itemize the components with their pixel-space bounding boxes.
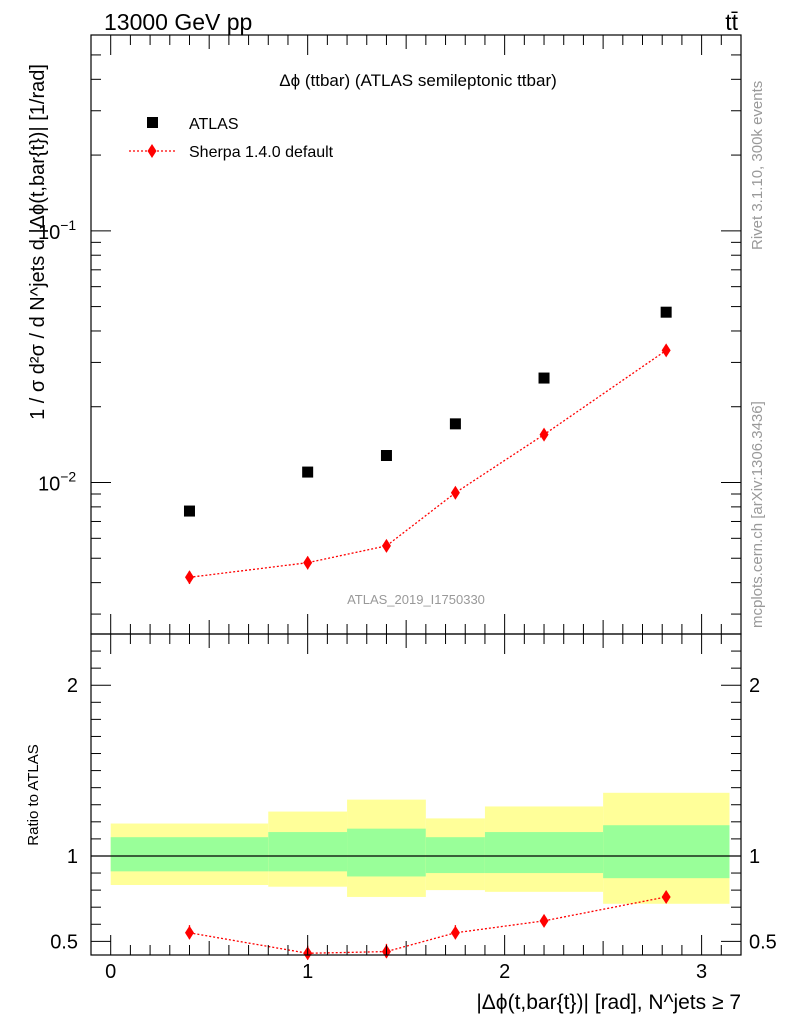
main-y-tick-label: 10−2 bbox=[38, 468, 76, 495]
sherpa-point bbox=[381, 538, 391, 553]
atlas-points bbox=[183, 306, 672, 517]
sherpa-point bbox=[539, 427, 549, 442]
ratio-y-tick-label-left: 1 bbox=[67, 846, 78, 868]
ratio-line-segment bbox=[189, 896, 667, 954]
ratio-y-tick-label-left: 0.5 bbox=[50, 931, 78, 953]
ratio-band-inner bbox=[425, 837, 485, 874]
ratio-points bbox=[184, 889, 671, 961]
ratio-y-tick-label-right: 1 bbox=[749, 846, 760, 868]
x-tick-label: 1 bbox=[302, 961, 313, 983]
ratio-band-inner bbox=[484, 832, 604, 874]
sherpa-line bbox=[189, 349, 667, 578]
legend-sherpa-marker bbox=[147, 144, 157, 158]
atlas-point bbox=[302, 466, 314, 478]
ratio-point bbox=[450, 925, 460, 940]
atlas-point bbox=[380, 450, 392, 462]
sherpa-point bbox=[661, 343, 671, 358]
legend-sherpa-label: Sherpa 1.4.0 default bbox=[189, 144, 334, 161]
atlas-point bbox=[660, 306, 672, 318]
watermark: ATLAS_2019_I1750330 bbox=[347, 592, 485, 607]
mcplots-label: mcplots.cern.ch [arXiv:1306.3436] bbox=[749, 401, 766, 628]
ratio-y-tick-label-left: 2 bbox=[67, 675, 78, 697]
ratio-y-tick-label-right: 2 bbox=[749, 675, 760, 697]
main-y-axis-label: 1 / σ d²σ / d N^jets d |Δϕ(t,bar{t})| [1… bbox=[27, 64, 49, 420]
main-y-tick-label: 10−1 bbox=[38, 217, 76, 244]
legend-atlas-marker bbox=[147, 117, 158, 128]
atlas-point bbox=[183, 505, 195, 517]
sherpa-line-segment bbox=[189, 349, 667, 578]
sherpa-points bbox=[184, 343, 671, 585]
ratio-point bbox=[661, 889, 671, 904]
legend-atlas-label: ATLAS bbox=[189, 116, 239, 133]
sherpa-point bbox=[184, 570, 194, 585]
ratio-y-tick-labels: 0.5 0.5 1 1 2 2 bbox=[50, 675, 777, 953]
ratio-line bbox=[189, 896, 667, 954]
process-label: tt̄ bbox=[725, 9, 738, 35]
sherpa-point bbox=[450, 485, 460, 500]
main-panel: Δϕ (ttbar) (ATLAS semileptonic ttbar) AT… bbox=[27, 34, 742, 635]
ratio-point bbox=[539, 913, 549, 928]
ratio-y-axis-label: Ratio to ATLAS bbox=[25, 744, 42, 845]
ratio-band-inner bbox=[347, 828, 426, 877]
main-title: Δϕ (ttbar) (ATLAS semileptonic ttbar) bbox=[279, 71, 557, 90]
ratio-ticks bbox=[91, 634, 741, 955]
main-y-tick-labels: 10−2 10−1 bbox=[38, 217, 76, 496]
ratio-band-inner bbox=[603, 825, 730, 879]
x-tick-label: 3 bbox=[696, 961, 707, 983]
ratio-point bbox=[184, 925, 194, 940]
ratio-band-inner bbox=[268, 832, 348, 872]
atlas-point bbox=[538, 372, 550, 384]
x-tick-label: 0 bbox=[105, 961, 116, 983]
ratio-y-tick-label-right: 0.5 bbox=[749, 931, 777, 953]
ratio-frame bbox=[90, 633, 742, 956]
x-tick-label: 2 bbox=[499, 961, 510, 983]
ratio-x-tick-labels: 0 1 2 3 bbox=[105, 961, 707, 983]
ratio-bands bbox=[110, 792, 730, 904]
legend: ATLAS Sherpa 1.4.0 default bbox=[129, 116, 334, 161]
x-axis-label: |Δϕ(t,bar{t})| [rad], N^jets ≥ 7 bbox=[476, 991, 741, 1014]
sherpa-point bbox=[303, 555, 313, 570]
main-ticks bbox=[91, 35, 741, 634]
ratio-panel: 0 1 2 3 0.5 0.5 1 1 2 2 Ratio to ATLAS |Δϕ(t,bar… bbox=[25, 633, 777, 1014]
energy-label: 13000 GeV pp bbox=[104, 9, 252, 35]
ratio-band-inner bbox=[110, 837, 269, 872]
atlas-point bbox=[449, 418, 461, 430]
rivet-label: Rivet 3.1.10, 300k events bbox=[749, 81, 766, 250]
